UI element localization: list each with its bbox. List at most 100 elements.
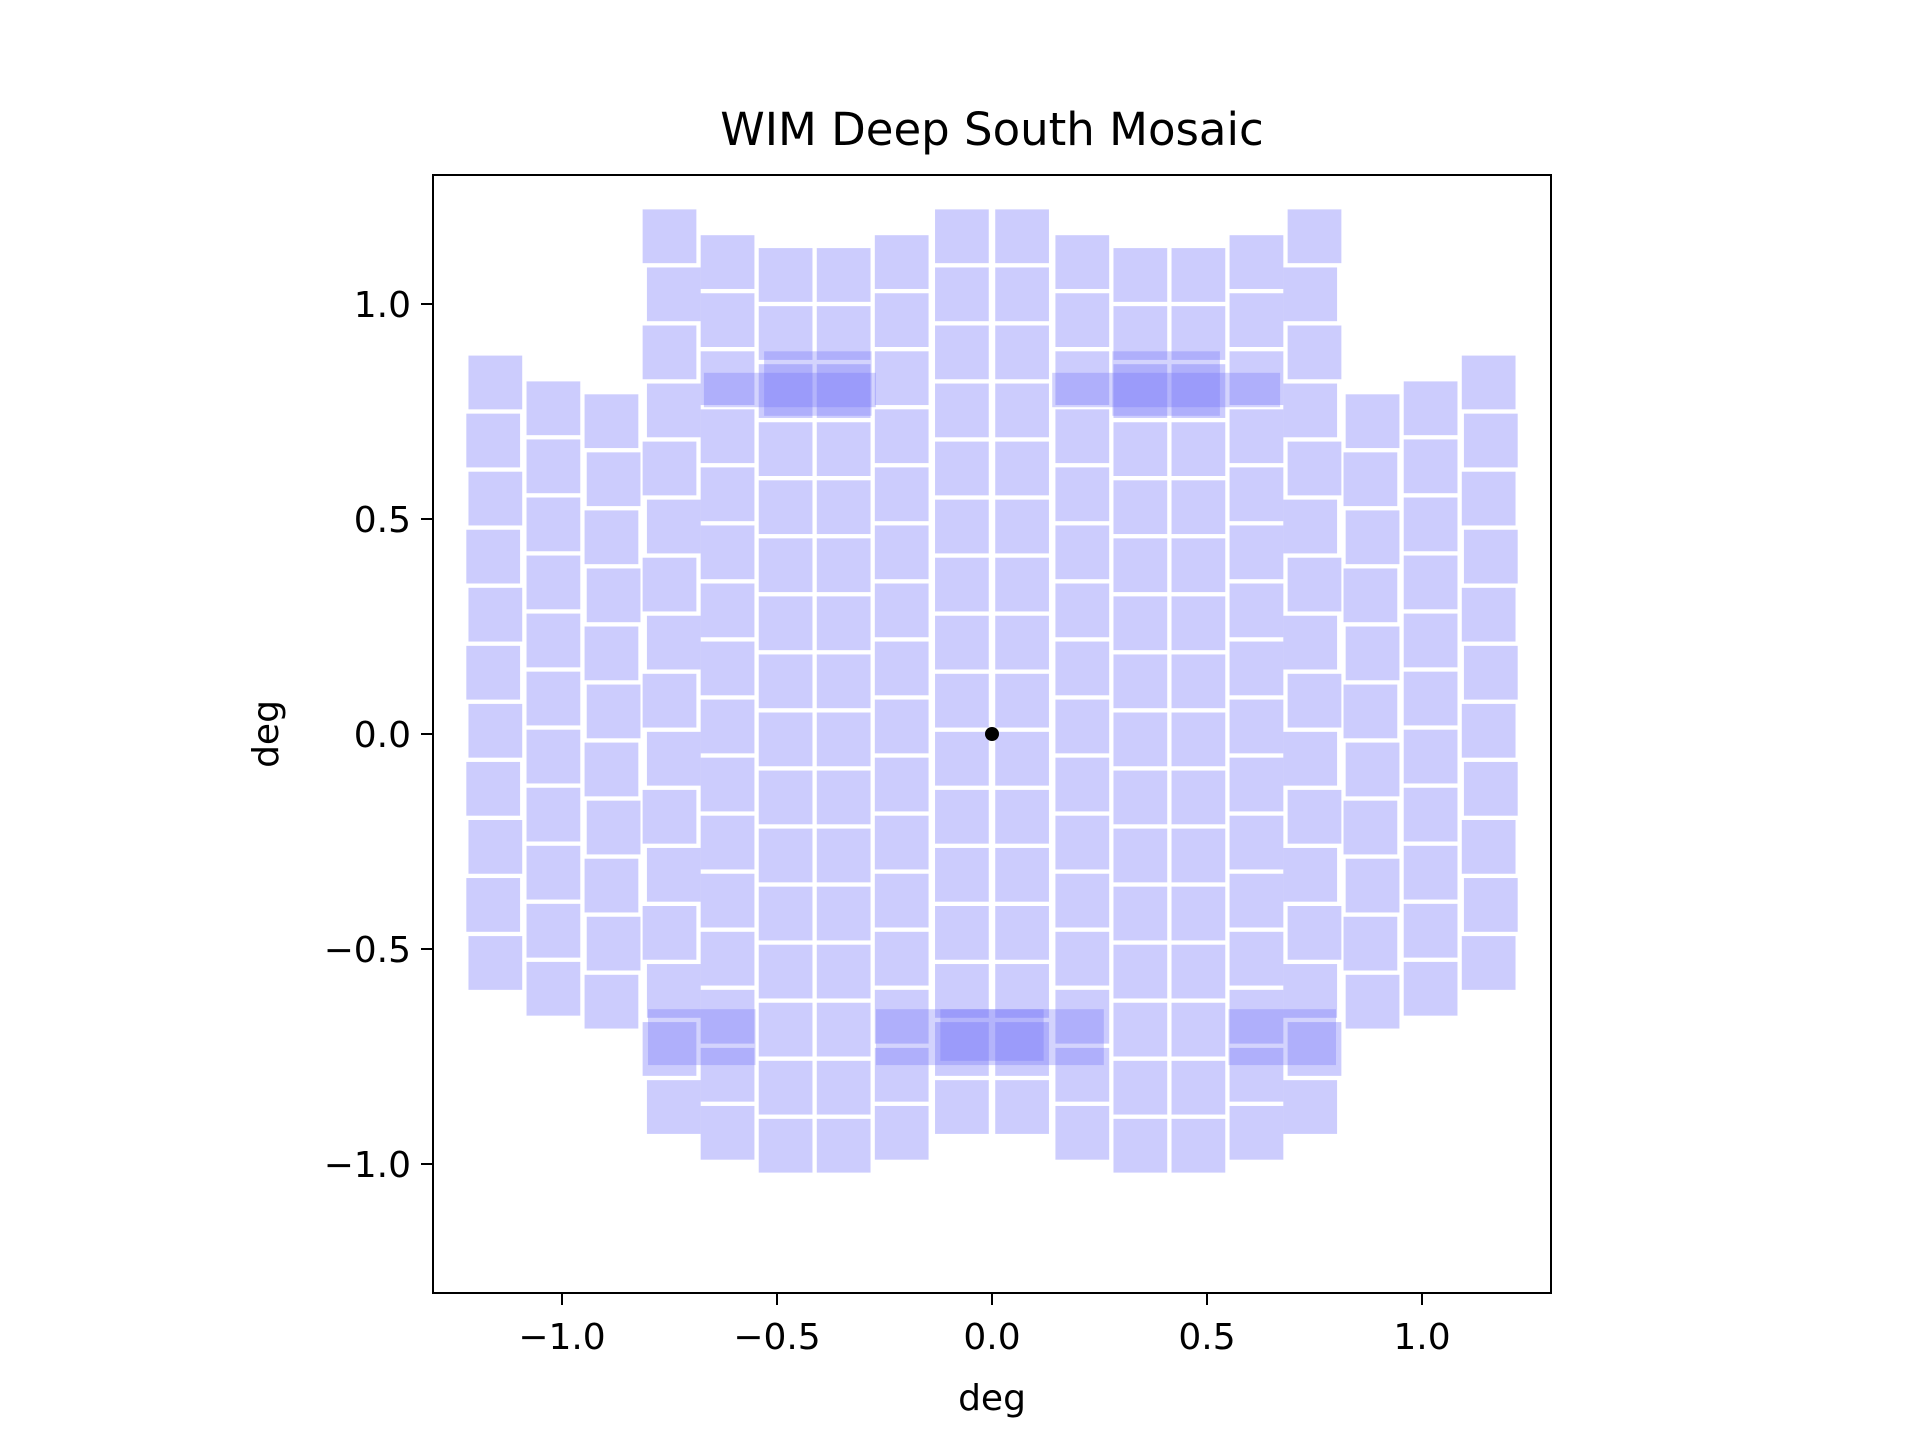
ccd-chip-c11-r12 bbox=[1113, 944, 1168, 999]
ccd-chip-c0-r8 bbox=[468, 820, 523, 874]
ccd-chip-c9-r15 bbox=[995, 1080, 1049, 1134]
ccd-chip-c9-r9 bbox=[995, 731, 1049, 786]
ccd-chip-c14-r4 bbox=[1287, 441, 1342, 496]
y-tick-label: 0.5 bbox=[354, 500, 411, 541]
ccd-chip-c2-r9 bbox=[586, 916, 641, 971]
ccd-chip-c6-r10 bbox=[816, 828, 871, 883]
ccd-chip-c3-r14 bbox=[642, 1022, 697, 1076]
ccd-chip-c2-r8 bbox=[584, 858, 639, 913]
ccd-chip-c5-r10 bbox=[758, 828, 813, 883]
ccd-chip-c6-r7 bbox=[816, 654, 871, 709]
ccd-chip-c6-r2 bbox=[816, 364, 871, 418]
ccd-chip-c11-r13 bbox=[1113, 1002, 1168, 1057]
ccd-chip-c3-r11 bbox=[646, 847, 701, 902]
ccd-chip-c12-r2 bbox=[1171, 364, 1226, 418]
ccd-chip-c14-r14 bbox=[1287, 1022, 1342, 1076]
ccd-chip-c9-r8 bbox=[995, 673, 1049, 728]
ccd-chip-c8-r0 bbox=[935, 209, 989, 264]
ccd-chip-c4-r6 bbox=[700, 583, 755, 638]
chart-title: WIM Deep South Mosaic bbox=[720, 103, 1264, 156]
ccd-chip-c11-r2 bbox=[1113, 364, 1168, 418]
ccd-chip-c16-r7 bbox=[1403, 787, 1458, 842]
ccd-chip-c10-r8 bbox=[1055, 699, 1110, 754]
y-tick-label: −1.0 bbox=[324, 1145, 411, 1186]
ccd-chip-c7-r10 bbox=[874, 815, 929, 870]
ccd-chip-c17-r4 bbox=[1461, 587, 1516, 642]
ccd-chip-c1-r2 bbox=[526, 497, 581, 552]
ccd-chip-c14-r8 bbox=[1287, 673, 1342, 728]
ccd-chip-c1-r10 bbox=[526, 961, 581, 1016]
ccd-chip-c9-r10 bbox=[995, 789, 1049, 844]
ccd-chip-c3-r3 bbox=[646, 383, 701, 438]
ccd-chip-c10-r7 bbox=[1055, 641, 1110, 696]
ccd-chip-c8-r3 bbox=[935, 383, 989, 438]
ccd-chip-c16-r2 bbox=[1403, 497, 1458, 552]
ccd-chip-c2-r6 bbox=[584, 742, 639, 797]
ccd-chip-c17-r5 bbox=[1463, 645, 1518, 700]
ccd-chip-c0-r5 bbox=[466, 645, 521, 700]
ccd-chip-c8-r15 bbox=[935, 1080, 989, 1134]
ccd-chip-c15-r1 bbox=[1343, 452, 1398, 507]
ccd-chip-c13-r11 bbox=[1229, 873, 1284, 928]
ccd-chip-c16-r5 bbox=[1403, 671, 1458, 726]
ccd-chip-c11-r1 bbox=[1113, 306, 1168, 360]
ccd-chip-c13-r0 bbox=[1229, 235, 1284, 289]
ccd-chip-c7-r0 bbox=[874, 235, 929, 289]
ccd-chip-c13-r15 bbox=[1229, 1105, 1284, 1160]
ccd-chip-c12-r8 bbox=[1171, 712, 1226, 767]
ccd-chip-c8-r6 bbox=[935, 557, 989, 612]
ccd-chip-c4-r9 bbox=[700, 757, 755, 812]
ccd-chip-c9-r4 bbox=[995, 441, 1049, 496]
ccd-chip-c2-r7 bbox=[586, 800, 641, 855]
ccd-chip-c5-r8 bbox=[758, 712, 813, 767]
ccd-chip-c9-r13 bbox=[995, 964, 1049, 1018]
ccd-chip-c2-r4 bbox=[584, 626, 639, 681]
ccd-chip-c5-r14 bbox=[758, 1060, 813, 1115]
ccd-chip-c4-r12 bbox=[700, 931, 755, 986]
ccd-chip-c11-r9 bbox=[1113, 770, 1168, 825]
ccd-chip-c1-r6 bbox=[526, 729, 581, 784]
ccd-chip-c4-r15 bbox=[700, 1105, 755, 1160]
ccd-chip-c10-r13 bbox=[1055, 989, 1110, 1044]
ccd-chip-c10-r2 bbox=[1055, 351, 1110, 406]
ccd-chip-c15-r7 bbox=[1343, 800, 1398, 855]
ccd-chip-c13-r4 bbox=[1229, 467, 1284, 522]
ccd-chip-c6-r3 bbox=[816, 422, 871, 476]
ccd-chip-c9-r11 bbox=[995, 847, 1049, 902]
ccd-chip-c1-r8 bbox=[526, 845, 581, 900]
overlap-region-8 bbox=[940, 1009, 1044, 1061]
ccd-chip-c10-r11 bbox=[1055, 873, 1110, 928]
ccd-chip-c0-r0 bbox=[468, 355, 523, 410]
ccd-chip-c10-r9 bbox=[1055, 757, 1110, 812]
ccd-chip-c12-r14 bbox=[1171, 1060, 1226, 1115]
x-axis-label: deg bbox=[958, 1378, 1026, 1419]
ccd-chip-c11-r8 bbox=[1113, 712, 1168, 767]
ccd-chip-c6-r4 bbox=[816, 480, 871, 535]
ccd-chip-c9-r5 bbox=[995, 499, 1049, 554]
overlap-region-0 bbox=[703, 372, 876, 408]
ccd-chip-c12-r12 bbox=[1171, 944, 1226, 999]
ccd-chip-c7-r4 bbox=[874, 467, 929, 522]
ccd-chip-c2-r3 bbox=[586, 568, 641, 623]
ccd-chip-c8-r10 bbox=[935, 789, 989, 844]
ccd-chip-c9-r0 bbox=[995, 209, 1049, 264]
ccd-chip-c6-r11 bbox=[816, 886, 871, 941]
ccd-chip-c7-r7 bbox=[874, 641, 929, 696]
ccd-chip-c7-r14 bbox=[874, 1047, 929, 1102]
ccd-chip-c8-r5 bbox=[935, 499, 989, 554]
ccd-chip-c5-r11 bbox=[758, 886, 813, 941]
ccd-chip-c10-r5 bbox=[1055, 525, 1110, 580]
x-tick-label: −0.5 bbox=[733, 1317, 820, 1358]
ccd-chip-c5-r1 bbox=[758, 306, 813, 360]
ccd-chip-c14-r5 bbox=[1283, 499, 1338, 554]
overlap-region-4 bbox=[1224, 372, 1281, 408]
ccd-chip-c10-r12 bbox=[1055, 931, 1110, 986]
x-tick-label: 0.0 bbox=[963, 1317, 1020, 1358]
ccd-chip-c9-r2 bbox=[995, 325, 1049, 380]
ccd-chip-c4-r5 bbox=[700, 525, 755, 580]
ccd-chip-c4-r13 bbox=[700, 989, 755, 1044]
ccd-chip-c15-r4 bbox=[1345, 626, 1400, 681]
ccd-chip-c5-r6 bbox=[758, 596, 813, 651]
x-tick-label: 1.0 bbox=[1393, 1317, 1450, 1358]
overlap-region-6 bbox=[875, 1009, 1104, 1066]
